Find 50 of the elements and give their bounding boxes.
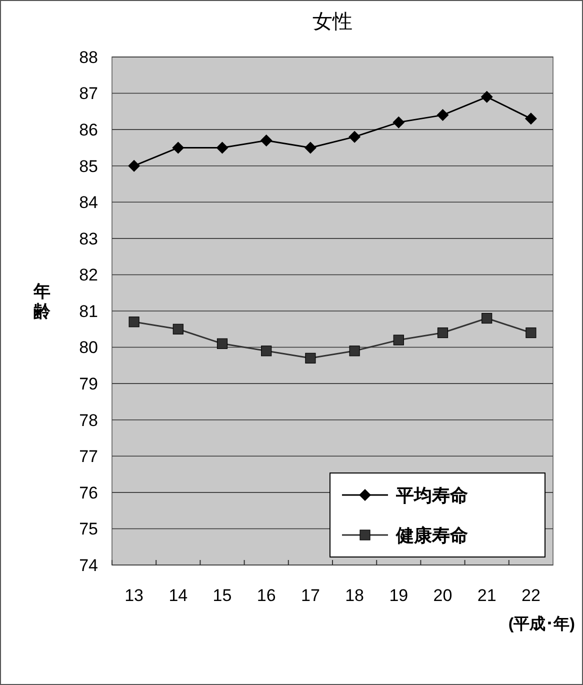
legend-label: 平均寿命 [395,485,468,506]
point [304,142,316,154]
point [436,109,449,122]
point [260,134,272,146]
point [392,116,405,128]
point [128,160,140,172]
y-tick-label: 80 [79,338,98,358]
y-tick-label: 83 [79,229,98,248]
point [305,352,316,364]
point [349,346,360,356]
x-tick-label: 13 [124,586,144,605]
x-axis-title: (平成･年) [508,615,575,633]
y-tick-label: 87 [79,84,98,104]
y-tick-label: 77 [79,447,98,466]
point [261,346,272,356]
y-tick-label: 76 [79,483,98,502]
point [216,338,228,349]
point [172,324,184,334]
point [526,327,536,338]
y-tick-label: 84 [79,193,98,212]
x-tick-label: 19 [389,586,408,605]
x-tick-label: 14 [168,586,188,605]
point [348,130,361,143]
point [128,316,140,328]
chart-title: 女性 [312,11,352,33]
y-axis-title: 年齢 [32,282,52,321]
y-tick-label: 74 [79,556,98,575]
y-tick-label: 85 [79,156,98,176]
point [393,334,404,346]
x-tick-label: 22 [521,586,540,605]
y-tick-label: 79 [79,374,98,394]
y-tick-label: 82 [79,266,98,285]
y-tick-label: 78 [79,410,98,430]
y-tick-label: 86 [79,120,98,140]
point [437,327,448,338]
point [524,112,537,125]
x-tick-label: 15 [212,586,232,605]
point [482,312,492,324]
x-tick-label: 20 [433,586,452,605]
point [216,142,228,154]
x-tick-label: 17 [300,586,320,605]
x-tick-label: 16 [256,586,276,605]
x-tick-label: 18 [345,586,364,605]
point [480,90,493,103]
y-tick-label: 81 [79,302,98,321]
legend-label: 健康寿命 [395,525,468,546]
x-tick-label: 21 [477,586,496,605]
y-tick-label: 75 [79,520,98,539]
point [172,142,184,154]
y-tick-label: 88 [79,48,98,67]
